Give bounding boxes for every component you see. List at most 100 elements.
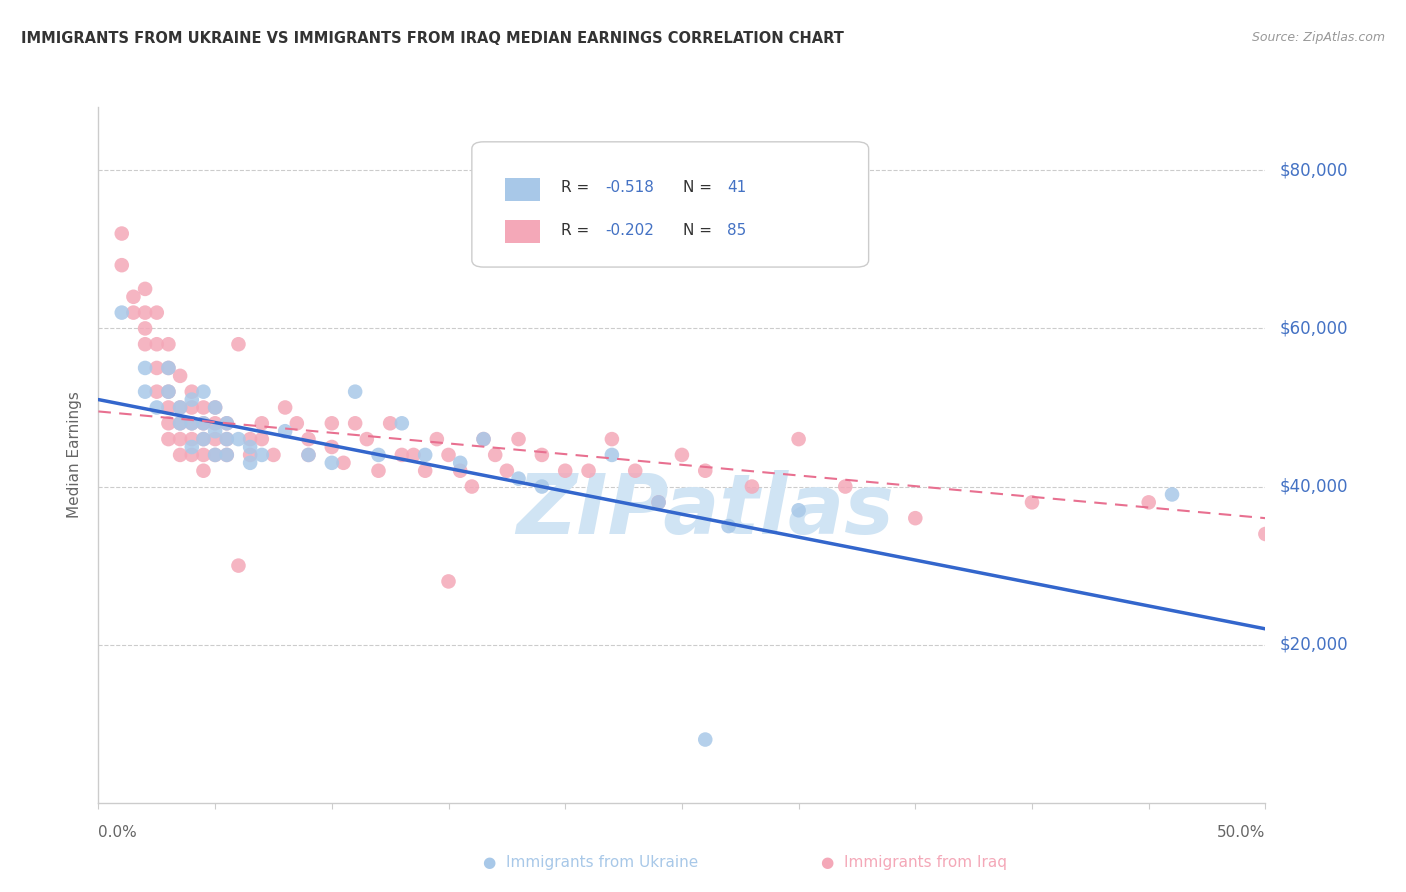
Text: 50.0%: 50.0% xyxy=(1218,825,1265,840)
Text: Source: ZipAtlas.com: Source: ZipAtlas.com xyxy=(1251,31,1385,45)
Point xyxy=(426,432,449,446)
Text: $80,000: $80,000 xyxy=(1279,161,1348,179)
Point xyxy=(180,448,202,462)
Point xyxy=(122,305,145,319)
Point xyxy=(180,417,202,431)
Point xyxy=(437,574,460,589)
Point xyxy=(157,432,180,446)
Point xyxy=(508,472,530,486)
Point xyxy=(169,432,191,446)
Point xyxy=(437,448,460,462)
Point xyxy=(717,519,740,533)
Text: -0.202: -0.202 xyxy=(605,223,654,237)
Point xyxy=(193,448,215,462)
Point xyxy=(274,401,297,415)
Point xyxy=(157,417,180,431)
Point xyxy=(1161,487,1184,501)
Point xyxy=(495,464,517,478)
Point xyxy=(356,432,378,446)
Point xyxy=(297,448,319,462)
FancyBboxPatch shape xyxy=(472,142,869,267)
Text: 0.0%: 0.0% xyxy=(98,825,138,840)
Point xyxy=(180,384,202,399)
Point xyxy=(297,448,319,462)
Point xyxy=(111,258,134,272)
Point xyxy=(193,417,215,431)
Text: N =: N = xyxy=(683,179,717,194)
Point xyxy=(647,495,669,509)
Point xyxy=(204,448,226,462)
Point xyxy=(204,401,226,415)
Point xyxy=(193,384,215,399)
Point xyxy=(134,321,156,335)
Point xyxy=(134,337,156,351)
Point xyxy=(695,732,717,747)
Point xyxy=(239,448,262,462)
Point xyxy=(624,464,647,478)
Point xyxy=(215,448,238,462)
Text: ZIPatlas: ZIPatlas xyxy=(516,470,894,551)
Point xyxy=(228,432,250,446)
Point xyxy=(449,456,471,470)
Point xyxy=(274,424,297,438)
Point xyxy=(146,361,169,376)
Point xyxy=(146,337,169,351)
Point xyxy=(157,361,180,376)
Point xyxy=(215,417,238,431)
Point xyxy=(402,448,425,462)
Point xyxy=(134,361,156,376)
Point xyxy=(367,464,389,478)
Text: 85: 85 xyxy=(727,223,747,237)
Point xyxy=(169,417,191,431)
Point xyxy=(239,432,262,446)
Point xyxy=(193,432,215,446)
Text: R =: R = xyxy=(561,179,593,194)
Text: $40,000: $40,000 xyxy=(1279,477,1348,496)
Point xyxy=(169,401,191,415)
Point xyxy=(554,464,576,478)
Point xyxy=(367,448,389,462)
Point xyxy=(239,456,262,470)
Point xyxy=(180,417,202,431)
Text: $60,000: $60,000 xyxy=(1279,319,1348,337)
Point xyxy=(472,432,495,446)
Point xyxy=(391,417,413,431)
Point xyxy=(461,479,484,493)
Point xyxy=(204,401,226,415)
Point xyxy=(321,417,343,431)
Point xyxy=(180,432,202,446)
Point xyxy=(391,448,413,462)
Point xyxy=(262,448,284,462)
Point xyxy=(111,227,134,241)
Point xyxy=(285,417,308,431)
Text: -0.518: -0.518 xyxy=(605,179,654,194)
Point xyxy=(169,417,191,431)
Point xyxy=(297,432,319,446)
Point xyxy=(204,448,226,462)
Point xyxy=(157,361,180,376)
Point xyxy=(134,282,156,296)
Point xyxy=(413,464,436,478)
Point xyxy=(530,479,553,493)
Point xyxy=(157,384,180,399)
Point xyxy=(157,401,180,415)
Point xyxy=(122,290,145,304)
Text: N =: N = xyxy=(683,223,717,237)
Point xyxy=(134,305,156,319)
Point xyxy=(180,401,202,415)
Point xyxy=(484,448,506,462)
Text: $20,000: $20,000 xyxy=(1279,636,1348,654)
Point xyxy=(250,417,273,431)
Point xyxy=(904,511,927,525)
Point xyxy=(215,417,238,431)
Point xyxy=(600,432,623,446)
Point xyxy=(193,464,215,478)
Point xyxy=(215,432,238,446)
Point xyxy=(321,440,343,454)
Point xyxy=(250,448,273,462)
Point xyxy=(169,448,191,462)
Point xyxy=(508,432,530,446)
Point xyxy=(157,337,180,351)
Point xyxy=(671,448,693,462)
Point xyxy=(193,432,215,446)
